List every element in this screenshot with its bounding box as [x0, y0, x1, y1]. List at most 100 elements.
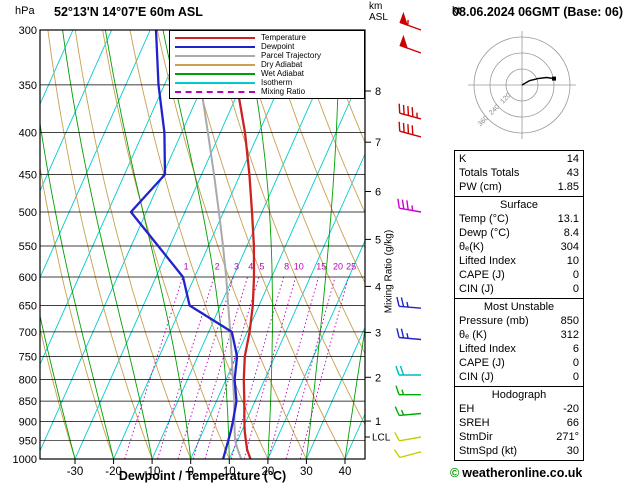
legend-item: Dry Adiabat [174, 60, 360, 69]
mixing-ratio-lines [124, 276, 349, 459]
legend-label: Parcel Trajectory [261, 50, 322, 60]
stats-row: StmSpd (kt) 30 [455, 444, 583, 458]
svg-text:700: 700 [19, 327, 37, 339]
legend-item: Isotherm [174, 78, 360, 87]
svg-text:950: 950 [19, 436, 37, 448]
stats-value: 0 [572, 371, 579, 383]
copyright-symbol: © [450, 466, 460, 480]
stats-value: 10 [566, 255, 579, 267]
svg-text:5: 5 [375, 234, 381, 246]
legend-line-sample [175, 63, 255, 66]
stats-label: Lifted Index [459, 343, 516, 355]
wind-barb [395, 385, 421, 396]
svg-text:450: 450 [19, 170, 37, 182]
stats-value: 271° [556, 431, 579, 443]
svg-text:350: 350 [19, 80, 37, 92]
temperature-curve [225, 30, 256, 459]
stats-label: θₑ(K) [459, 241, 484, 253]
wind-barb [399, 11, 422, 31]
svg-text:2: 2 [375, 372, 381, 384]
stats-value: -20 [563, 403, 579, 415]
svg-text:10: 10 [294, 262, 304, 272]
stats-row: Dewp (°C) 8.4 [455, 226, 583, 240]
svg-text:900: 900 [19, 417, 37, 429]
legend-item: Parcel Trajectory [174, 51, 360, 60]
legend-item: Mixing Ratio [174, 87, 360, 96]
stats-value: 8.4 [563, 227, 579, 239]
stats-value: 0 [572, 269, 579, 281]
legend-label: Dry Adiabat [261, 59, 303, 69]
watermark-text: weatheronline.co.uk [462, 466, 583, 480]
legend-label: Mixing Ratio [261, 86, 306, 96]
svg-text:650: 650 [19, 301, 37, 313]
altitude-axis-unit: km ASL [369, 1, 388, 23]
legend-line-sample [175, 90, 255, 93]
wind-barb [398, 103, 422, 120]
stats-label: CIN (J) [459, 371, 494, 383]
mixing-ratio-axis-label: Mixing Ratio (g/kg) [383, 229, 395, 314]
legend-label: Isotherm [261, 77, 293, 87]
stats-row: Lifted Index 10 [455, 254, 583, 268]
stats-label: EH [459, 403, 475, 415]
svg-text:3: 3 [234, 262, 239, 272]
stats-row: SREH 66 [455, 416, 583, 430]
hodograph-trace [521, 76, 555, 86]
mixing-ratio-value-labels: 1 2 3 4 5 8 10 15 20 25 [184, 262, 357, 272]
legend-line-sample [175, 72, 255, 75]
svg-text:-30: -30 [67, 466, 84, 478]
station-title: 52°13'N 14°07'E 60m ASL [54, 5, 203, 19]
hodograph-ring [505, 68, 539, 102]
wind-barb [394, 406, 422, 417]
wind-barb [393, 449, 422, 459]
svg-text:8: 8 [284, 262, 289, 272]
svg-text:20: 20 [262, 466, 275, 478]
stats-label: StmSpd (kt) [459, 445, 518, 457]
stats-label: CIN (J) [459, 283, 494, 295]
svg-text:4: 4 [248, 262, 253, 272]
wind-barb [398, 121, 422, 138]
stats-label: Pressure (mb) [459, 315, 529, 327]
legend: Temperature Dewpoint Parcel Trajectory Dry … [169, 30, 365, 99]
svg-text:20: 20 [333, 262, 343, 272]
svg-text:5: 5 [259, 262, 264, 272]
lcl-label: LCL [372, 433, 391, 444]
stats-label: PW (cm) [459, 181, 502, 193]
stats-row: StmDir 271° [455, 430, 583, 444]
stats-row: Temp (°C) 13.1 [455, 212, 583, 226]
svg-text:850: 850 [19, 396, 37, 408]
stats-section-title: Surface [500, 199, 538, 211]
svg-text:-10: -10 [144, 466, 161, 478]
hodograph-ring-label: 360 [477, 115, 490, 128]
svg-text:40: 40 [339, 466, 352, 478]
watermark: © weatheronline.co.uk [450, 466, 582, 480]
wind-barbs [393, 11, 422, 459]
stats-value: 1.85 [557, 181, 579, 193]
legend-label: Temperature [261, 32, 306, 42]
stats-row: K 14 [455, 152, 583, 166]
stats-section-hodograph: Hodograph EH -20 SREH 66 StmDir 271° StmSpd (kt… [454, 386, 584, 461]
temperature-axis: -30 -20 -10 0 10 20 30 40 [67, 459, 352, 478]
legend-label: Wet Adiabat [261, 68, 304, 78]
legend-item: Wet Adiabat [174, 69, 360, 78]
stats-value: 13.1 [557, 213, 579, 225]
wind-barb [394, 432, 422, 442]
legend-line-sample [175, 54, 255, 57]
wind-barb [397, 198, 422, 213]
svg-text:4: 4 [375, 281, 381, 293]
stats-section-title: Hodograph [491, 389, 547, 401]
stats-section-indices: K 14 Totals Totals 43 PW (cm) 1.85 [454, 150, 584, 197]
stats-row: Pressure (mb) 850 [455, 314, 583, 328]
svg-text:800: 800 [19, 375, 37, 387]
svg-text:1: 1 [375, 416, 381, 428]
hodograph-unit-label: kt [452, 5, 461, 17]
stats-value: 312 [560, 329, 579, 341]
svg-text:15: 15 [316, 262, 326, 272]
hodograph-ring [473, 36, 571, 134]
stats-row: CAPE (J) 0 [455, 356, 583, 370]
hodograph-ring [489, 52, 555, 118]
svg-text:25: 25 [346, 262, 356, 272]
wind-barb [399, 34, 422, 54]
svg-text:3: 3 [375, 327, 381, 339]
dewpoint-curve [129, 30, 239, 459]
stats-section-title: Most Unstable [483, 301, 555, 313]
